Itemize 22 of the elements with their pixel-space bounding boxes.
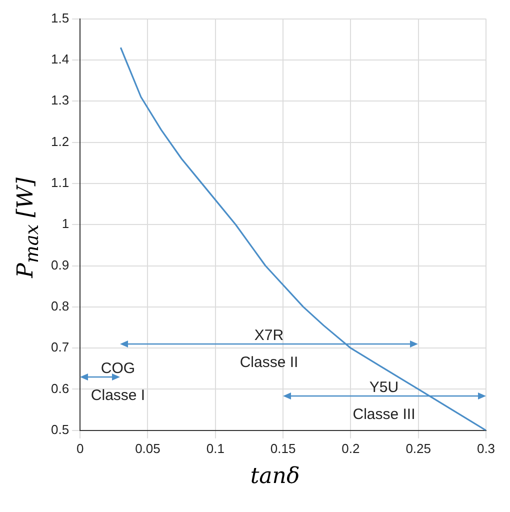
y-tick-label: 1.4 (50, 52, 70, 67)
y-tick-label: 0.7 (50, 340, 70, 355)
x-tick-label: 0.15 (270, 440, 296, 456)
y-tick-label: 1.3 (50, 92, 70, 108)
x-tick-label: 0.3 (476, 440, 496, 456)
x-tick-label: 0.25 (406, 440, 431, 456)
annotation: Y5U Classe III (352, 378, 416, 425)
x-tick-label: 0 (76, 440, 84, 456)
annotation: X7R Classe II (238, 326, 300, 373)
y-tick-label: 1 (62, 216, 70, 232)
x-tick-label: 0.1 (206, 440, 224, 456)
y-tick-label: 0.9 (50, 257, 70, 272)
x-tick-label: 0.05 (135, 440, 160, 456)
y-tick-label: 1.5 (50, 10, 70, 26)
y-tick-label: 0.6 (50, 380, 70, 396)
y-tick-label: 1.2 (50, 134, 70, 149)
x-tick-label: 0.2 (342, 440, 360, 456)
x-axis-title: tanδ (249, 464, 301, 489)
annotation: COG Classe I (90, 360, 146, 404)
y-tick-label: 0.8 (50, 298, 70, 314)
y-tick-label: 0.5 (50, 422, 70, 437)
y-tick-label: 1.1 (50, 175, 70, 190)
